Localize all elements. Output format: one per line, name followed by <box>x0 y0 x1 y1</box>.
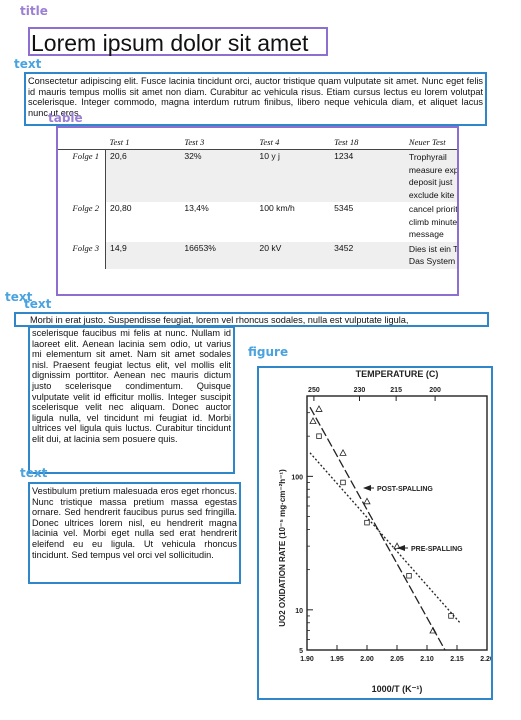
label-text: text <box>14 57 42 71</box>
y-tick-label: 5 <box>299 648 303 655</box>
data-point <box>309 417 317 424</box>
row-label: Folge 1 <box>58 149 107 202</box>
data-point <box>363 497 371 505</box>
table-header-cell: Test 1 <box>105 136 181 150</box>
oxidation-rate-chart: TEMPERATURE (C) 1.90 1.95 2.00 2.05 2.10 2.15… <box>278 369 491 694</box>
column-paragraph-1-box: scelerisque faucibus mi felis at nunc. N… <box>28 326 235 474</box>
x-tick-label: 2.15 <box>450 656 464 663</box>
top-tick-label: 215 <box>390 387 402 394</box>
figure-box: TEMPERATURE (C) 1.90 1.95 2.00 2.05 2.10 2.15… <box>257 366 493 700</box>
annotation-arrow <box>397 545 405 551</box>
plot-area: 1.90 1.95 2.00 2.05 2.10 2.15 2.20 250 230 215 200… <box>291 387 491 663</box>
table-cell: 3452 <box>330 241 405 269</box>
data-point <box>339 449 347 456</box>
annotation-label: PRE-SPALLING <box>411 546 463 553</box>
table-cell: 1234 <box>330 149 405 202</box>
table-cell: 10 y j <box>255 149 331 202</box>
intro-box: Consectetur adipiscing elit. Fusce lacin… <box>24 72 487 126</box>
table-cell: 32% <box>180 149 256 202</box>
page-title: Lorem ipsum dolor sit amet <box>31 30 309 56</box>
data-point <box>364 519 370 526</box>
table-cell: 13,4% <box>184 203 209 213</box>
table-header-cell: Neuer Test <box>404 136 457 150</box>
column-paragraph-2: Vestibulum pretium malesuada eros eget r… <box>32 486 237 560</box>
x-tick-label: 1.90 <box>300 656 314 663</box>
x-tick-label: 2.20 <box>480 656 491 663</box>
table-row: Folge 2 20,80 13,4% 100 km/h 5345 cancel… <box>58 202 458 242</box>
x-tick-label: 1.95 <box>330 656 344 663</box>
table-cell: Dies ist ein Test für Das System <box>404 241 457 269</box>
table-row: Folge 3 14,9 16653% 20 kV 3452 Dies ist … <box>58 241 457 269</box>
wide-line-box: Morbi in erat justo. Suspendisse feugiat… <box>14 312 489 327</box>
label-text: text <box>24 297 52 311</box>
table-box: Test 1 Test 3 Test 4 Test 18 Neuer Test … <box>56 126 459 296</box>
data-table: Test 1 Test 3 Test 4 Test 18 Neuer Test … <box>58 136 458 269</box>
table-cell: 20,80 <box>110 203 132 213</box>
column-paragraph-1: scelerisque faucibus mi felis at nunc. N… <box>32 328 231 444</box>
table-cell: cancel priority climb minute harsh messa… <box>408 204 458 239</box>
label-title: title <box>20 4 48 18</box>
top-tick-label: 250 <box>308 387 320 394</box>
table-cell: Trophyrail measure explain deposit just … <box>404 149 457 202</box>
table-cell: 14,9 <box>105 241 181 269</box>
x-tick-label: 2.05 <box>390 656 404 663</box>
top-tick-label: 230 <box>354 387 366 394</box>
table-header-cell: Test 18 <box>330 136 405 150</box>
title-box: Lorem ipsum dolor sit amet <box>28 27 328 56</box>
table-cell: 100 km/h <box>259 203 295 213</box>
row-label: Folge 2 <box>58 202 107 242</box>
annotation-label: POST-SPALLING <box>377 486 433 493</box>
intro-paragraph: Consectetur adipiscing elit. Fusce lacin… <box>28 76 483 118</box>
y-axis-label: UO2 OXIDATION RATE (10⁻⁵ mg·cm⁻²h⁻¹) <box>278 469 287 627</box>
top-tick-label: 200 <box>429 387 441 394</box>
top-axis-label: TEMPERATURE (C) <box>356 369 439 379</box>
x-tick-label: 2.00 <box>360 656 374 663</box>
row-label: Folge 3 <box>58 241 107 269</box>
annotation-arrow <box>363 485 371 491</box>
data-point <box>406 573 412 579</box>
table-header-cell <box>58 136 106 150</box>
plot-frame <box>306 395 488 651</box>
wide-line-text: Morbi in erat justo. Suspendisse feugiat… <box>30 315 409 325</box>
x-axis-label: 1000/T (K⁻¹) <box>372 684 423 694</box>
data-point <box>315 405 323 412</box>
column-paragraph-2-box: Vestibulum pretium malesuada eros eget r… <box>28 482 241 584</box>
table-cell: 16653% <box>180 241 256 269</box>
table-header-cell: Test 3 <box>180 136 256 150</box>
table-header-cell: Test 4 <box>255 136 331 150</box>
label-figure: figure <box>248 345 289 359</box>
data-point <box>448 613 454 619</box>
y-tick-label: 100 <box>291 474 303 481</box>
table-cell: 20 kV <box>255 241 331 269</box>
table-row: Folge 1 20,6 32% 10 y j 1234 Trophyrail … <box>58 149 457 202</box>
x-tick-label: 2.10 <box>420 656 434 663</box>
y-tick-label: 10 <box>295 608 303 615</box>
data-point <box>340 479 346 486</box>
table-header-row: Test 1 Test 3 Test 4 Test 18 Neuer Test <box>58 136 457 150</box>
label-table: table <box>48 111 83 125</box>
fit-line <box>309 452 461 624</box>
data-point <box>316 433 322 439</box>
data-point <box>393 542 401 550</box>
table-cell: 5345 <box>334 203 354 213</box>
table-cell: 20,6 <box>105 149 181 202</box>
label-text: text <box>20 466 48 480</box>
label-text: text <box>5 290 33 304</box>
data-point <box>429 626 437 634</box>
